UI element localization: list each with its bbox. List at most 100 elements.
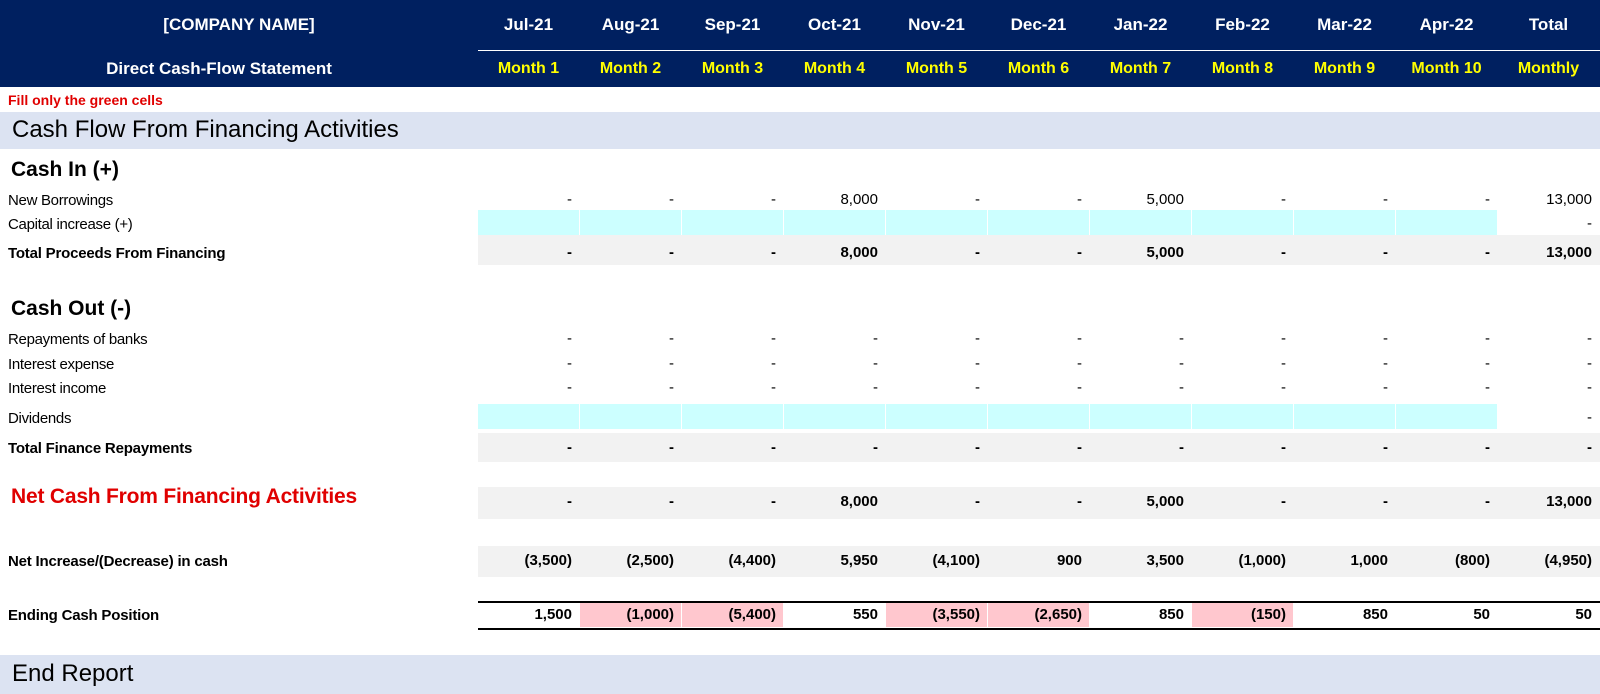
interest-income-cell: - [1383,379,1388,396]
cash-in-heading: Cash In (+) [11,158,119,181]
ending-cash-cell: 50 [1473,606,1490,623]
month-header: Feb-22 [1215,15,1270,34]
month-header: Jul-21 [503,15,554,34]
repayments-cell: - [1587,330,1592,347]
input-cell[interactable] [1192,210,1293,235]
total-proceeds-cell: - [771,244,776,261]
interest-income-cell: - [975,379,980,396]
negative-cell-bg [886,603,987,627]
interest-expense-cell: - [771,355,776,372]
negative-cell-bg [580,603,681,627]
cash-out-heading: Cash Out (-) [11,297,132,320]
interest-income-label: Interest income [8,380,107,397]
total-proceeds-cell: - [1281,244,1286,261]
net-increase-cell: (4,100) [932,552,980,569]
interest-income-cell: - [567,379,572,396]
input-cell[interactable] [682,404,783,429]
input-cell[interactable] [682,210,783,235]
interest-income-cell: - [1281,379,1286,396]
section-band-financing [0,112,1600,149]
month-number: Month 5 [905,60,968,77]
repayments-cell: - [771,330,776,347]
interest-income-cell: - [1179,379,1184,396]
input-cell[interactable] [1294,404,1395,429]
interest-expense-label: Interest expense [8,356,115,373]
net-financing-cell: 5,000 [1146,493,1184,510]
net-increase-cell: 1,000 [1350,552,1388,569]
new-borrowings-cell: - [771,191,776,208]
net-increase-cell: 900 [1056,552,1082,569]
net-financing-cell: - [669,493,674,510]
new-borrowings-cell: - [1485,191,1490,208]
month-header: Oct-21 [808,15,861,34]
month-header: Apr-22 [1419,15,1474,34]
input-cell[interactable] [1294,210,1395,235]
interest-income-cell: - [771,379,776,396]
net-financing-label: Net Cash From Financing Activities [11,485,357,508]
input-cell[interactable] [478,210,579,235]
ending-bottom-rule [478,628,1600,630]
new-borrowings-cell: - [1281,191,1286,208]
month-number: Month 8 [1211,60,1274,77]
input-cell[interactable] [580,210,681,235]
interest-income-cell: - [1485,379,1490,396]
total-proceeds-cell: - [1485,244,1490,261]
negative-cell-bg [1192,603,1293,627]
ending-cash-cell: 550 [852,606,878,623]
input-cell[interactable] [988,210,1089,235]
company-name[interactable]: [COMPANY NAME] [163,15,315,34]
total-repayments-cell: - [771,439,776,456]
net-financing-cell: - [1077,493,1082,510]
ending-cash-cell: (2,650) [1034,606,1082,623]
ending-cash-cell: (1,000) [626,606,674,623]
input-cell[interactable] [1090,404,1191,429]
statement-title: Direct Cash-Flow Statement [106,59,332,78]
repayments-label: Repayments of banks [8,331,148,348]
negative-cell-bg [988,603,1089,627]
input-cell[interactable] [580,404,681,429]
total-repayments-cell: - [1077,439,1082,456]
net-financing-cell: - [975,493,980,510]
input-cell[interactable] [1396,210,1497,235]
total-repayments-cell: - [1281,439,1286,456]
net-financing-cell: 13,000 [1546,493,1592,510]
total-proceeds-cell: 5,000 [1146,244,1184,261]
new-borrowings-cell: 13,000 [1546,191,1592,208]
total-repayments-cell: - [873,439,878,456]
input-cell[interactable] [1396,404,1497,429]
net-increase-cell: (1,000) [1238,552,1286,569]
net-increase-cell: (3,500) [524,552,572,569]
input-cell[interactable] [784,210,885,235]
header-divider [478,50,1600,51]
end-report-title: End Report [12,660,134,687]
net-increase-cell: (2,500) [626,552,674,569]
input-cell[interactable] [784,404,885,429]
repayments-cell: - [1485,330,1490,347]
total-proceeds-cell: - [567,244,572,261]
interest-expense-cell: - [975,355,980,372]
total-proceeds-cell: - [1077,244,1082,261]
net-increase-cell: (4,400) [728,552,776,569]
total-proceeds-cell: - [975,244,980,261]
repayments-cell: - [1077,330,1082,347]
new-borrowings-cell: 5,000 [1146,191,1184,208]
net-financing-cell: - [567,493,572,510]
input-cell[interactable] [478,404,579,429]
interest-income-cell: - [1077,379,1082,396]
dividends-label: Dividends [8,410,72,427]
new-borrowings-cell: - [669,191,674,208]
month-number: Month 10 [1411,60,1482,77]
month-header: Mar-22 [1317,15,1372,34]
month-header: Jan-22 [1113,15,1168,34]
input-cell[interactable] [886,404,987,429]
interest-expense-cell: - [669,355,674,372]
month-number: Month 2 [599,60,662,77]
repayments-cell: - [873,330,878,347]
interest-expense-cell: - [873,355,878,372]
input-cell[interactable] [1192,404,1293,429]
input-cell[interactable] [1090,210,1191,235]
input-cell[interactable] [886,210,987,235]
net-increase-label: Net Increase/(Decrease) in cash [8,553,228,570]
total-repayments-cell: - [669,439,674,456]
input-cell[interactable] [988,404,1089,429]
